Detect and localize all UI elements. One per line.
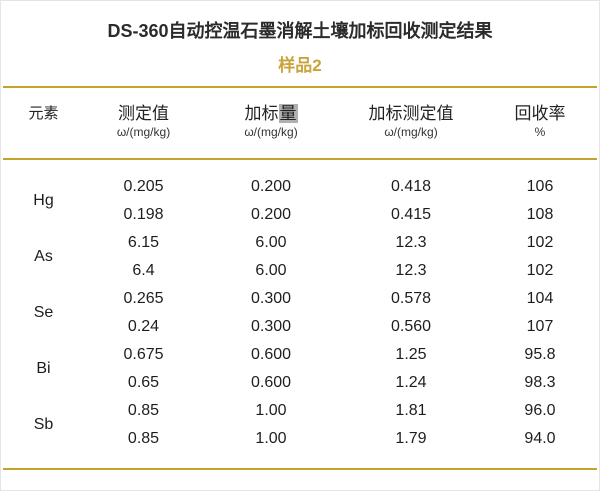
table-cell: 0.300: [250, 318, 292, 335]
table-cell: 0.200: [250, 178, 292, 195]
table-body: Hg 0.205 0.200 0.418 106 0.198 0.200 0.4…: [1, 160, 599, 453]
column-header-label: 加标测定值: [368, 104, 454, 123]
table-cell: 1.00: [255, 430, 287, 447]
table-cell: 0.675: [123, 346, 164, 363]
column-header-spike-amount: 加标量 ω/(mg/kg): [201, 103, 341, 158]
table-cell: 0.265: [123, 290, 164, 307]
table-cell: 0.600: [250, 346, 292, 363]
table-cell: 102: [526, 234, 554, 251]
table-cell: 0.560: [390, 318, 432, 335]
table-bottom-rule: [3, 468, 597, 470]
table-cell: 1.00: [255, 402, 287, 419]
column-header-unit: ω/(mg/kg): [384, 125, 438, 139]
table-cell: 98.3: [524, 374, 556, 391]
column-header-measured: 测定值 ω/(mg/kg): [86, 103, 201, 158]
table-cell: 1.81: [395, 402, 427, 419]
column-header-element: 元素: [1, 103, 86, 158]
column-header-label-prefix: 加标: [244, 104, 279, 123]
table-cell: 96.0: [524, 402, 556, 419]
column-header-unit: ω/(mg/kg): [244, 125, 298, 139]
table-cell: 1.25: [395, 346, 427, 363]
table-cell: 0.578: [390, 290, 432, 307]
table-cell: 12.3: [395, 262, 427, 279]
table-cell: 6.4: [132, 262, 155, 279]
element-cell: As: [34, 248, 53, 265]
table-cell: 0.65: [127, 374, 160, 391]
table-cell: 95.8: [524, 346, 556, 363]
table-cell: 0.300: [250, 290, 292, 307]
element-cell: Hg: [33, 192, 54, 209]
element-cell: Se: [33, 304, 54, 321]
column-header-label: 测定值: [118, 104, 169, 123]
table-cell: 107: [526, 318, 554, 335]
element-cell: Bi: [36, 360, 51, 377]
column-header-label: 加标量: [201, 103, 341, 124]
table-cell: 0.205: [123, 178, 164, 195]
table-cell: 0.85: [127, 430, 160, 447]
table-cell: 0.415: [390, 206, 432, 223]
column-header-spiked-measured: 加标测定值 ω/(mg/kg): [341, 103, 481, 158]
page-title: DS-360自动控温石墨消解土壤加标回收测定结果: [107, 21, 493, 41]
element-cell: Sb: [33, 416, 54, 433]
table-header-rule: [3, 158, 597, 160]
table-top-rule: [3, 86, 597, 88]
table-cell: 1.79: [395, 430, 427, 447]
column-header-unit: ω/(mg/kg): [116, 125, 171, 139]
table-cell: 106: [526, 178, 554, 195]
column-header-unit: %: [534, 125, 546, 139]
table-cell: 0.198: [123, 206, 164, 223]
highlighted-text: 量: [278, 104, 298, 123]
table-cell: 0.24: [127, 318, 160, 335]
table-cell: 104: [526, 290, 554, 307]
table-cell: 102: [526, 262, 554, 279]
table-cell: 0.418: [390, 178, 432, 195]
table-cell: 0.600: [250, 374, 292, 391]
table-cell: 108: [526, 206, 554, 223]
table-cell: 6.00: [255, 234, 287, 251]
table-cell: 0.200: [250, 206, 292, 223]
table-cell: 6.00: [255, 262, 287, 279]
table-cell: 94.0: [524, 430, 556, 447]
column-header-label: 回收率: [514, 104, 566, 123]
column-header-label: 元素: [28, 105, 59, 122]
sample-subtitle: 样品2: [278, 56, 322, 75]
table-cell: 6.15: [127, 234, 160, 251]
table-header-row: 元素 测定值 ω/(mg/kg) 加标量 ω/(mg/kg) 加标测定值 ω/(…: [1, 88, 599, 158]
table-cell: 12.3: [395, 234, 427, 251]
table-cell: 0.85: [127, 402, 160, 419]
column-header-recovery: 回收率 %: [481, 103, 599, 158]
table-cell: 1.24: [395, 374, 427, 391]
